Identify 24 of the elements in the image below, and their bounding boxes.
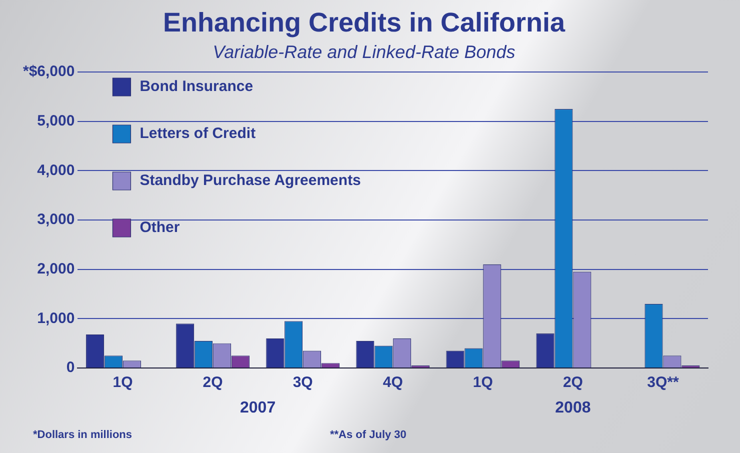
text: *Dollars in millions (33, 429, 132, 442)
x-tick-label: 2Q (562, 374, 584, 392)
y-tick-label: 2,000 (37, 260, 75, 278)
chart-subtitle: Variable-Rate and Linked-Rate Bonds (212, 42, 516, 62)
y-tick-label: *$6,000 (23, 63, 75, 80)
x-tick-label: 3Q** (647, 374, 679, 392)
x-tick-label: 3Q (292, 374, 314, 392)
text: **As of July 30 (330, 429, 406, 442)
legend-label: Standby Purchase Agreements (140, 172, 361, 190)
text: 2008 (555, 399, 591, 416)
y-tick-label: 4,000 (37, 162, 75, 179)
legend-label: Other (140, 219, 180, 236)
y-tick-label: 3,000 (37, 211, 75, 228)
text: 2007 (240, 399, 276, 416)
x-tick-label: 2Q (202, 374, 224, 392)
chart-title: Enhancing Credits in California (162, 8, 566, 38)
y-tick-label: 0 (66, 359, 75, 376)
legend-label: Letters of Credit (140, 125, 256, 142)
legend-label: Bond Insurance (140, 78, 254, 96)
y-tick-label: 5,000 (37, 112, 75, 130)
y-tick-label: 1,000 (37, 310, 75, 327)
x-tick-label: 4Q (382, 374, 404, 392)
x-tick-label: 1Q (472, 374, 494, 392)
x-tick-label: 1Q (112, 374, 134, 392)
